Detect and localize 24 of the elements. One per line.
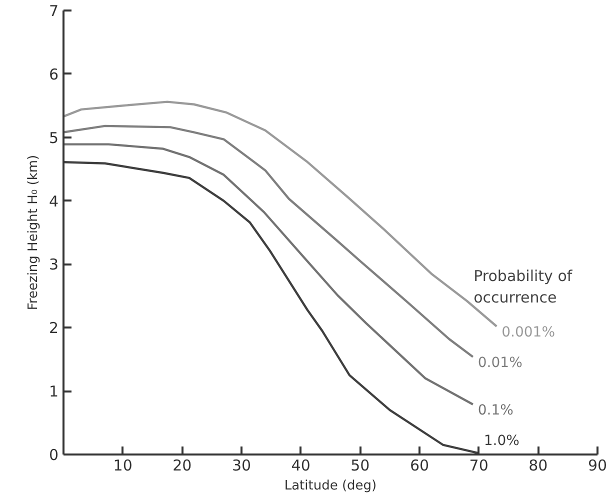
series-label: 0.1%	[478, 402, 514, 418]
x-tick-label: 90	[588, 456, 608, 474]
series-label: 1.0%	[484, 433, 520, 450]
y-tick-label: 2	[48, 319, 59, 338]
y-axis-title: Freezing Height H₀ (km)	[26, 154, 41, 310]
x-tick-label: 10	[113, 456, 132, 474]
x-tick-label: 80	[528, 456, 548, 474]
y-tick-label: 1	[48, 382, 59, 401]
legend-title: Probability of occurrence	[474, 266, 573, 306]
x-tick-label: 20	[172, 456, 192, 474]
series-label: 0.001%	[502, 324, 556, 340]
x-tick-label: 30	[232, 456, 252, 474]
x-axis-title: Latitude (deg)	[284, 478, 377, 494]
series-label: 0.01%	[478, 354, 522, 371]
x-tick-label: 40	[291, 456, 310, 474]
y-tick-label: 3	[48, 256, 59, 274]
y-tick-label: 6	[48, 65, 59, 84]
x-tick-label: 70	[469, 456, 488, 474]
x-tick-label: 50	[350, 456, 370, 474]
y-tick-label: 4	[48, 192, 59, 210]
y-tick-label: 5	[48, 128, 59, 147]
x-tick-label: 60	[410, 456, 430, 474]
y-tick-label: 0	[48, 446, 59, 464]
y-tick-label: 7	[48, 2, 59, 20]
